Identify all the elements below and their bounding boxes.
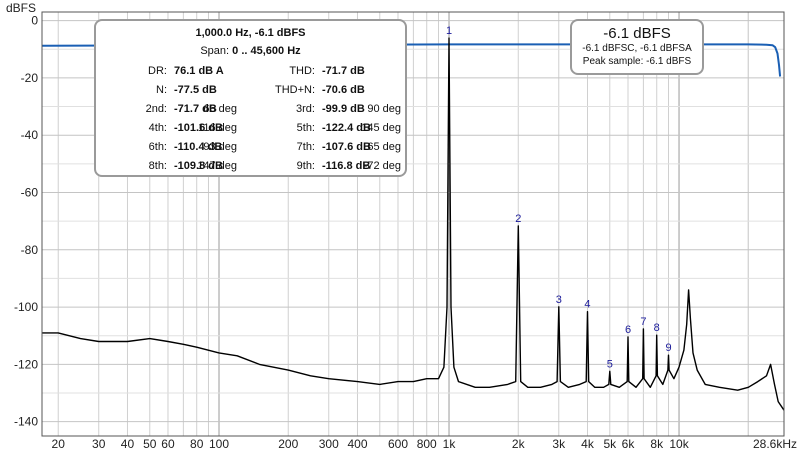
x-tick-label: 60: [161, 437, 175, 451]
thdn-value: -70.6 dB: [322, 84, 365, 96]
x-tick-label: 200: [278, 437, 298, 451]
span-value: 0 .. 45,600 Hz: [232, 45, 301, 57]
y-axis-label: dBFS: [6, 1, 36, 15]
measurement-info-box: 1,000.0 Hz, -6.1 dBFS Span: 0 .. 45,600 …: [94, 19, 407, 177]
harmonic-marker-label: 9: [665, 342, 671, 354]
y-axis-ticks: 0 -20 -40 -60 -80 -100 -120 -140: [14, 14, 38, 429]
harmonic-marker-label: 2: [515, 213, 521, 225]
x-tick-label: 1k: [443, 437, 457, 451]
span-readout: Span: 0 .. 45,600 Hz: [96, 45, 405, 57]
harmonic-level: -107.6 dB: [322, 141, 371, 153]
x-tick-label: 2k: [512, 437, 526, 451]
harmonic-label: 7th:: [296, 141, 315, 153]
harmonic-marker-label: 3: [556, 294, 562, 306]
harmonic-level: -101.6 dB: [174, 122, 223, 134]
harmonic-level: -110.4 dB: [174, 141, 223, 153]
x-tick-label: 10k: [669, 437, 689, 451]
harmonic-label: 3rd:: [296, 103, 315, 115]
series-layer: [41, 37, 785, 411]
harmonic-level: -99.9 dB: [322, 103, 365, 115]
y-tick-label: -20: [21, 71, 39, 85]
harmonic-level: -122.4 dB: [322, 122, 371, 134]
harmonic-phase: 66 deg: [203, 103, 237, 115]
thd-value: -71.7 dB: [322, 65, 365, 77]
plot-frame: [41, 11, 785, 437]
x-tick-label: 30: [92, 437, 106, 451]
harmonic-label: 5th:: [296, 122, 315, 134]
harmonic-phase: 65 deg: [367, 141, 401, 153]
dr-label: DR:: [148, 65, 167, 77]
peak-weighted-readout: -6.1 dBFSC, -6.1 dBFSA: [582, 43, 692, 54]
harmonic-marker-label: 8: [654, 322, 660, 334]
harmonic-marker-label: 7: [640, 316, 646, 328]
x-tick-label: 50: [143, 437, 157, 451]
x-tick-label: 20: [52, 437, 66, 451]
harmonic-label: 2nd:: [145, 103, 167, 115]
harmonic-marker-label: 4: [584, 299, 590, 311]
y-tick-label: -140: [14, 415, 38, 429]
span-label: Span:: [200, 45, 233, 57]
peak-level-title: -6.1 dBFS: [603, 25, 671, 42]
harmonic-phase: -72 deg: [363, 160, 401, 172]
y-tick-label: -40: [21, 128, 39, 142]
x-tick-label: 800: [417, 437, 437, 451]
x-tick-label: 300: [319, 437, 339, 451]
x-tick-label: 8k: [650, 437, 664, 451]
thdn-label: THD+N:: [274, 84, 315, 96]
x-tick-label: 28.6kHz: [753, 437, 797, 451]
peak-sample-readout: Peak sample: -6.1 dBFS: [582, 56, 692, 67]
x-tick-label: 100: [209, 437, 229, 451]
x-tick-label: 80: [190, 437, 204, 451]
harmonic-marker-label: 5: [607, 358, 613, 370]
y-tick-label: -60: [21, 185, 39, 199]
harmonic-label: 4th:: [148, 122, 167, 134]
x-tick-label: 6k: [622, 437, 636, 451]
harmonic-marker-label: 6: [625, 324, 631, 336]
y-tick-label: -100: [14, 300, 38, 314]
x-tick-label: 600: [388, 437, 408, 451]
x-axis-ticks: 20 30 40 50 60 80 100 200 300 400 600 800 1k 2k 3k 4k 5k…: [52, 437, 797, 451]
harmonic-phase: 93 deg: [203, 141, 237, 153]
peak-level-box: -6.1 dBFS -6.1 dBFSC, -6.1 dBFSA Peak sa…: [570, 19, 704, 75]
harmonic-level: -109.8 dB: [174, 160, 223, 172]
y-tick-label: -120: [14, 357, 38, 371]
x-tick-label: 5k: [603, 437, 617, 451]
y-tick-label: 0: [31, 14, 38, 28]
harmonic-label: 9th:: [296, 160, 315, 172]
harmonic-phase: 116 deg: [198, 122, 237, 134]
noise-label: N:: [156, 84, 167, 96]
spectrum-trace: [42, 37, 785, 411]
harmonic-phase: 90 deg: [367, 103, 401, 115]
harmonic-label: 8th:: [148, 160, 167, 172]
x-tick-label: 400: [347, 437, 367, 451]
harmonic-phase: 147 deg: [197, 160, 237, 172]
harmonic-marker-label: 1: [446, 25, 452, 37]
dr-value: 76.1 dB A: [174, 65, 224, 77]
x-tick-label: 40: [121, 437, 135, 451]
harmonic-level: -116.8 dB: [322, 160, 371, 172]
harmonic-phase: 145 deg: [361, 122, 401, 134]
fundamental-readout: 1,000.0 Hz, -6.1 dBFS: [195, 27, 306, 39]
harmonic-level: -71.7 dB: [174, 103, 217, 115]
level-trace: [41, 43, 782, 77]
noise-value: -77.5 dB: [174, 84, 217, 96]
x-tick-label: 4k: [581, 437, 595, 451]
x-tick-label: 3k: [552, 437, 566, 451]
harmonic-label: 6th:: [148, 141, 167, 153]
thd-label: THD:: [289, 65, 315, 77]
y-tick-label: -80: [21, 243, 39, 257]
